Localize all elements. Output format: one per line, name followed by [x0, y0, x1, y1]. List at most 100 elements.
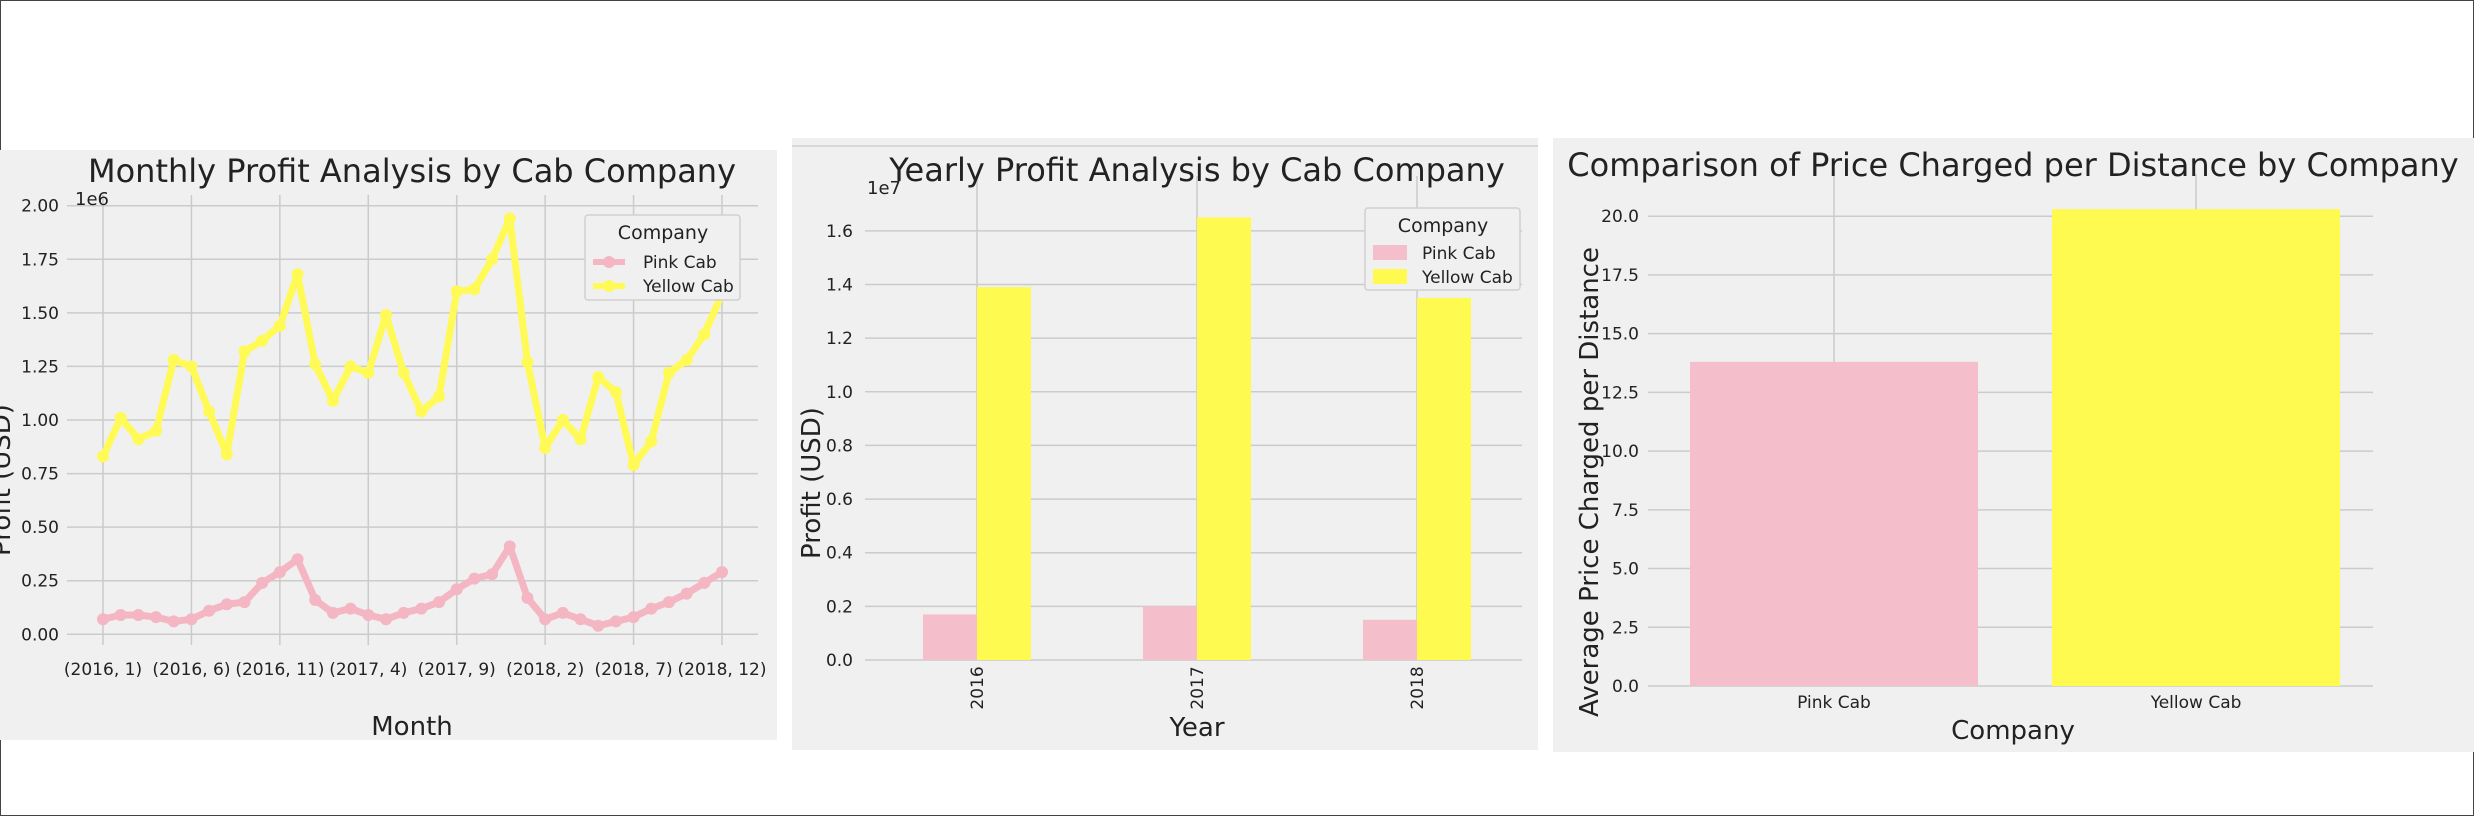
y-tick-label: 15.0 — [1601, 325, 1639, 345]
price-per-distance-chart: 0.0 2.5 5.0 7.5 10.0 12.5 15.0 17.5 20.0 Pink Ca… — [1553, 138, 2474, 752]
y-tick-label: 0.0 — [1612, 677, 1639, 697]
data-point — [574, 433, 587, 446]
y-tick-label: 2.5 — [1612, 618, 1639, 638]
y-tick-label: 12.5 — [1601, 383, 1639, 403]
data-point — [291, 268, 304, 281]
data-point — [645, 435, 658, 448]
x-axis-label: Year — [1168, 713, 1224, 743]
data-point — [203, 405, 216, 418]
bar-pink-cab — [1690, 361, 1978, 686]
monthly-profit-chart-panel: 0.00 0.25 0.50 0.75 1.00 1.25 1.50 1.75 2.00 (20… — [0, 150, 777, 744]
data-point — [680, 354, 693, 366]
data-point — [698, 576, 711, 589]
data-point — [362, 366, 375, 379]
data-point — [150, 424, 163, 437]
y-tick-label: 0.50 — [21, 518, 59, 538]
data-point — [220, 598, 233, 611]
y-tick-label: 0.25 — [21, 572, 59, 592]
x-tick-label: 2017 — [1188, 666, 1208, 709]
y-tick-label: 1.75 — [21, 250, 59, 270]
series-line-yellow-cab — [99, 215, 726, 469]
x-tick-label: Yellow Cab — [2150, 693, 2242, 713]
data-point — [167, 615, 180, 628]
data-point — [450, 285, 463, 298]
data-point — [114, 411, 127, 424]
data-point — [698, 328, 711, 341]
data-point — [326, 394, 339, 407]
data-point — [415, 602, 428, 615]
monthly-profit-chart: 0.00 0.25 0.50 0.75 1.00 1.25 1.50 1.75 2.00 (20… — [0, 150, 777, 742]
x-tick-label: (2016, 6) — [152, 660, 230, 680]
data-point — [256, 576, 269, 589]
data-point — [344, 602, 357, 615]
data-point — [415, 405, 428, 418]
chart-title: Yearly Profit Analysis by Cab Company — [888, 151, 1505, 189]
y-tick-label: 5.0 — [1612, 560, 1639, 580]
bar-yellow-cab-2016 — [977, 287, 1031, 660]
data-point — [539, 441, 552, 454]
data-point — [627, 611, 640, 624]
data-point — [609, 615, 622, 628]
y-axis-label: Profit (USD) — [0, 404, 17, 556]
data-point — [397, 606, 410, 619]
data-point — [592, 619, 605, 632]
data-point — [433, 596, 446, 609]
data-point — [539, 613, 552, 626]
yearly-profit-chart-panel: 0.0 0.2 0.4 0.6 0.8 1.0 1.2 1.4 1.6 2016 2017 2018… — [792, 138, 1538, 754]
chart-title: Comparison of Price Charged per Distance… — [1567, 146, 2458, 184]
x-tick-label: (2017, 4) — [329, 660, 407, 680]
legend-label-pink-cab: Pink Cab — [643, 253, 717, 273]
data-point — [521, 356, 534, 369]
y-axis-label: Average Price Charged per Distance — [1575, 247, 1605, 717]
data-point — [627, 459, 640, 471]
data-point — [592, 371, 605, 384]
bar-yellow-cab-2017 — [1197, 217, 1251, 660]
data-point — [433, 390, 446, 403]
x-tick-label: (2017, 9) — [418, 660, 496, 680]
data-point — [574, 613, 587, 626]
data-point — [503, 212, 516, 225]
data-point — [609, 386, 622, 399]
y-tick-label: 0.4 — [826, 544, 853, 564]
y-tick-label: 1.4 — [826, 276, 853, 296]
data-point — [362, 609, 375, 621]
data-point — [662, 366, 675, 379]
x-tick-label: (2018, 2) — [506, 660, 584, 680]
data-point — [309, 594, 322, 606]
legend: Company Pink Cab Yellow Cab — [584, 214, 741, 301]
data-point — [450, 583, 463, 596]
data-point — [97, 450, 109, 463]
x-tick-label: 2018 — [1408, 666, 1428, 709]
data-point — [150, 611, 163, 624]
legend-title: Company — [1398, 215, 1488, 237]
data-point — [503, 540, 516, 553]
legend-label-yellow-cab: Yellow Cab — [642, 277, 734, 297]
y-tick-label: 0.00 — [21, 625, 59, 645]
data-point — [645, 602, 658, 615]
data-point — [220, 448, 233, 461]
bar-pink-cab-2017 — [1143, 606, 1197, 660]
data-point — [521, 591, 534, 604]
data-point — [486, 568, 499, 581]
x-tick-label: (2016, 11) — [235, 660, 324, 680]
data-point — [486, 253, 499, 266]
data-point — [167, 354, 180, 366]
y-scale-label: 1e7 — [867, 178, 901, 199]
y-tick-label: 0.2 — [826, 597, 853, 617]
legend-label-pink-cab: Pink Cab — [1422, 244, 1496, 264]
price-per-distance-chart-panel: 0.0 2.5 5.0 7.5 10.0 12.5 15.0 17.5 20.0 Pink Ca… — [1553, 138, 2474, 756]
y-tick-label: 0.6 — [826, 490, 853, 510]
data-point — [185, 613, 198, 626]
y-tick-label: 20.0 — [1601, 207, 1639, 227]
data-point — [556, 606, 569, 619]
y-tick-label: 0.8 — [826, 436, 853, 456]
data-point — [309, 358, 322, 371]
data-point — [256, 334, 269, 347]
y-tick-label: 0.75 — [21, 465, 59, 485]
legend: Company Pink Cab Yellow Cab — [1364, 207, 1521, 291]
data-point — [468, 283, 481, 296]
legend-title: Company — [618, 222, 708, 244]
x-tick-label: (2016, 1) — [64, 660, 142, 680]
y-axis-label: Profit (USD) — [797, 407, 827, 559]
x-tick-label: 2016 — [968, 666, 988, 709]
